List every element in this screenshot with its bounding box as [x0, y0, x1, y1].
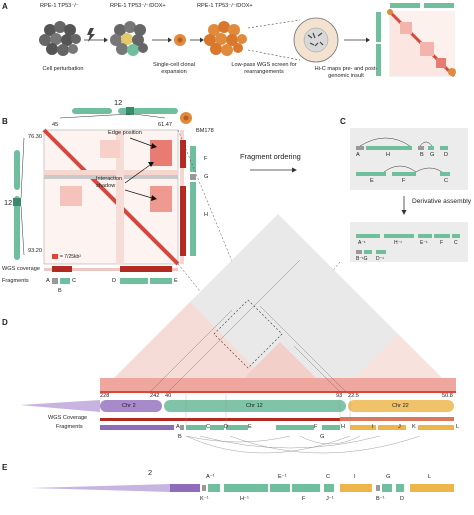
y-start-label: 76.30	[28, 134, 42, 140]
legend-label: = 7/25kb²	[60, 254, 81, 260]
d-frag-c: C	[206, 424, 211, 430]
chrom12-left-label: 12	[4, 198, 13, 207]
panel-c-frag-h: H	[386, 152, 391, 158]
d-frag-h: H	[341, 424, 346, 430]
e-j-inv: J⁻¹	[326, 496, 334, 502]
d-frag-l: L	[456, 424, 460, 430]
fragment-f: F	[204, 156, 208, 162]
d-frag-i: I	[372, 424, 374, 430]
derivative-d-inv: D⁻¹	[376, 256, 384, 262]
single-cell-icon	[174, 34, 186, 46]
derivative-c: C	[454, 240, 458, 246]
fragment-a: A	[46, 278, 50, 284]
panel-c-frag-a: A	[356, 152, 360, 158]
tick-50-8: 50.8	[442, 393, 453, 399]
tick-242: 242	[150, 393, 160, 399]
step3-label: Low-pass WGS screen for rearrangements	[231, 62, 297, 75]
fragment-e: E	[174, 278, 178, 284]
fragments-label: Fragments	[2, 278, 29, 284]
e-f: F	[302, 496, 306, 502]
e-chr2-label: 2	[148, 468, 153, 477]
step1-label: Cell perturbation	[42, 66, 84, 72]
fragment-ordering-label: Fragment ordering	[240, 152, 301, 161]
tick-228: 228	[100, 393, 110, 399]
d-frag-d: D	[224, 424, 229, 430]
hic-matrix	[42, 128, 180, 266]
fragment-c: C	[72, 278, 77, 284]
derivative-a-inv: A⁻¹	[358, 240, 366, 246]
panel-a-illustration	[39, 3, 456, 78]
panel-c-frag-b: B	[420, 152, 424, 158]
d-fragments-label: Fragments	[56, 424, 83, 430]
e-c: C	[326, 474, 331, 480]
fragment-d: D	[112, 278, 117, 284]
d-frag-e: E	[248, 424, 252, 430]
cell-cluster-icon	[39, 21, 81, 56]
e-e-inv: E⁻¹	[278, 474, 287, 480]
chr2-label: Chr 2	[122, 403, 136, 409]
panel-c-frag-f: F	[402, 178, 406, 184]
e-g: G	[386, 474, 391, 480]
panel-c-frag-c: C	[444, 178, 449, 184]
e-b-inv: B⁻¹	[376, 496, 385, 502]
sample-label: BM178	[196, 128, 214, 134]
panel-c-frag-d: D	[444, 152, 449, 158]
derivative-f: F	[440, 240, 444, 246]
e-h-inv: H⁻¹	[240, 496, 249, 502]
panel-c-frag-e: E	[370, 178, 374, 184]
x-start-label: 45	[52, 122, 59, 128]
clonal-cluster-icon	[204, 21, 247, 56]
tick-40: 40	[165, 393, 172, 399]
derivative-assembly-label: Derivative assembly	[412, 198, 471, 205]
fragment-g: G	[204, 174, 209, 180]
panel-c-frag-g: G	[430, 152, 435, 158]
lightning-icon	[87, 28, 95, 42]
e-l: L	[428, 474, 432, 480]
y-end-label: 93.20	[28, 248, 42, 254]
e-i: I	[354, 474, 356, 480]
fragment-h: H	[204, 212, 209, 218]
bm178-cell-icon	[180, 112, 192, 124]
d-frag-k: K	[412, 424, 416, 430]
edge-position-annotation: Edge position	[108, 130, 142, 136]
d-wgs-label: WGS Coverage	[48, 415, 88, 421]
fragment-b: B	[58, 288, 62, 294]
x-end-label: 61.47	[158, 122, 172, 128]
e-k-inv: K⁻¹	[200, 496, 209, 502]
derivative-bg: B⁻¹G	[356, 256, 368, 262]
d-frag-f: F	[314, 424, 318, 430]
step2-label: Single-cell clonal expansion	[153, 62, 195, 75]
right-coverage	[180, 130, 196, 264]
d-frag-a: A	[176, 424, 180, 430]
e-a-inv: A⁻¹	[206, 474, 215, 480]
nucleus-icon	[293, 17, 339, 63]
bottom-coverage	[44, 266, 178, 284]
e-d: D	[400, 496, 405, 502]
chrom12-top-label: 12	[114, 98, 123, 107]
chr22-label: Chr 22	[392, 403, 409, 409]
cell3-label: RPE-1 TP53⁻/⁻/DOX+	[197, 3, 253, 9]
chromosome-ideogram-left	[13, 137, 25, 260]
tick-93: 93	[336, 393, 343, 399]
derivative-e-inv: E⁻¹	[420, 240, 428, 246]
d-frag-j: J	[398, 424, 401, 430]
cell2-label: RPE-1 TP53⁻/⁻/DOX+	[110, 3, 166, 9]
perturbed-cluster-icon	[110, 21, 148, 56]
d-frag-g: G	[320, 434, 325, 440]
hic-mini-map	[376, 3, 456, 78]
panel-d-letter: D	[2, 318, 8, 327]
wgs-coverage-label: WGS coverage	[2, 266, 40, 272]
panel-b-letter: B	[2, 117, 8, 126]
d-frag-b: B	[178, 434, 182, 440]
panel-c-letter: C	[340, 117, 346, 126]
cell1-label: RPE-1 TP53⁻/⁻	[40, 3, 79, 9]
panel-e-letter: E	[2, 463, 8, 472]
derivative-h-inv: H⁻¹	[394, 240, 402, 246]
panel-a-letter: A	[2, 2, 8, 11]
step4-label: Hi-C maps pre- and post- genomic insult	[314, 66, 378, 79]
tick-22-5: 22.5	[348, 393, 359, 399]
chr12-label: Chr 12	[246, 403, 263, 409]
interaction-shadow-annotation: Interaction shadow	[96, 176, 123, 189]
